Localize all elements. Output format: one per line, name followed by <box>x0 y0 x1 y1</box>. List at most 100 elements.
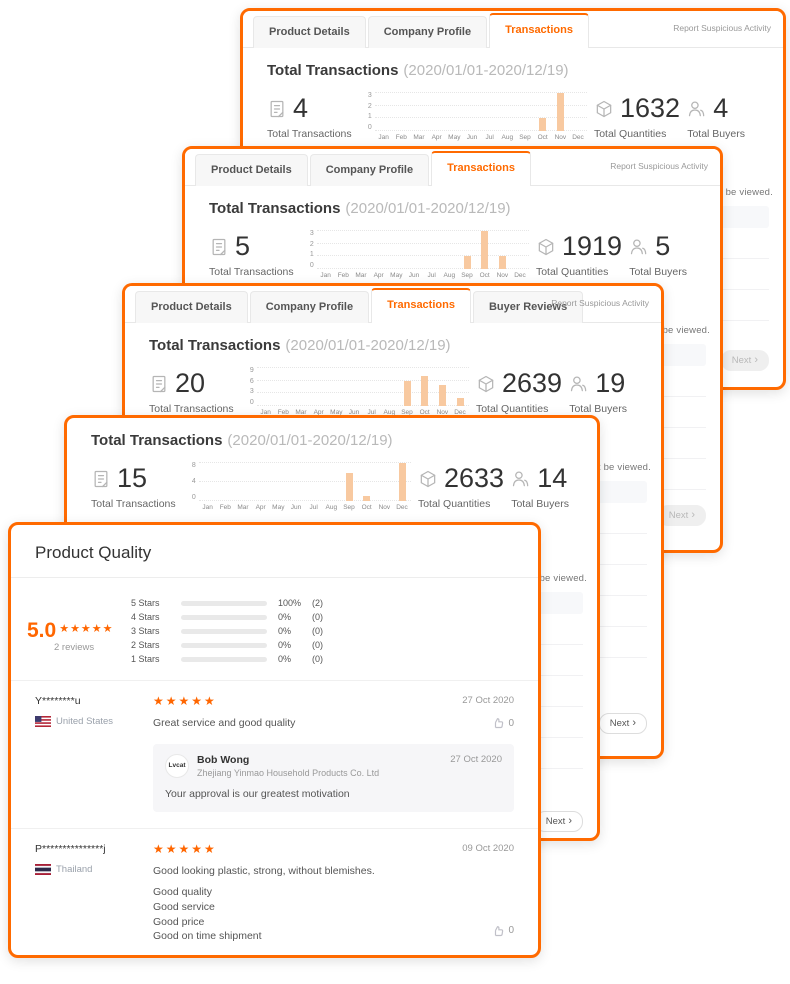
restricted-note: cannot be viewed. <box>507 573 587 584</box>
stat-total-buyers: 4 Total Buyers <box>687 92 745 140</box>
tab-product-details[interactable]: Product Details <box>135 291 248 323</box>
us-flag-icon <box>35 716 51 727</box>
month-label: Oct <box>419 409 430 416</box>
breakdown-row: 2 Stars 0% (0) <box>131 640 323 650</box>
next-button[interactable]: Next › <box>534 811 583 832</box>
reviewer-country: Thailand <box>56 863 93 875</box>
stat-total-buyers: 14 Total Buyers <box>511 462 569 510</box>
month-label: Oct <box>537 134 548 141</box>
breakdown-row: 1 Stars 0% (0) <box>131 654 323 664</box>
month-label: May <box>330 409 343 416</box>
month-label: May <box>448 134 461 141</box>
x-axis-months: Jan Feb Mar Apr May Jun Jul Aug Sep Oct Nov Dec <box>375 134 587 141</box>
like-button[interactable]: 0 <box>492 717 514 729</box>
monthly-bar-chart: 3 2 1 0 Jan Feb Mar Apr May Jun Jul Aug Sep Oct Nov Dec <box>359 92 587 141</box>
breakdown-row: 3 Stars 0% (0) <box>131 626 323 636</box>
reviewer-name: P***************j <box>35 842 106 855</box>
month-label: May <box>272 504 285 511</box>
next-button[interactable]: Next › <box>657 505 706 526</box>
month-label: Jun <box>466 134 478 141</box>
bar <box>398 463 406 501</box>
month-label: Jun <box>348 409 360 416</box>
month-label: Mar <box>237 504 249 511</box>
document-icon <box>212 238 226 255</box>
bar <box>481 231 489 269</box>
tab-product-details[interactable]: Product Details <box>195 154 308 186</box>
month-label: Apr <box>431 134 442 141</box>
tab-company-profile[interactable]: Company Profile <box>309 154 430 186</box>
stat-total-transactions: 5 Total Transactions <box>209 230 294 278</box>
seller-reply: 27 Oct 2020 Lvcat Bob Wong Zhejiang Yinm… <box>153 957 514 958</box>
tab-company-profile[interactable]: Company Profile <box>249 291 370 323</box>
review-item: Y********u United States ★★★★★ 27 Oct 20… <box>11 680 538 828</box>
month-label: Apr <box>373 272 384 279</box>
month-label: Jan <box>202 504 213 511</box>
report-suspicious-link[interactable]: Report Suspicious Activity <box>673 23 771 33</box>
restricted-note: cannot be viewed. <box>693 187 773 198</box>
report-suspicious-link[interactable]: Report Suspicious Activity <box>551 298 649 308</box>
bar <box>456 397 464 406</box>
document-icon <box>152 375 166 392</box>
stat-total-quantities: 1632 Total Quantities <box>593 92 681 140</box>
section-title: Total Transactions (2020/01/01-2020/12/19… <box>209 200 511 217</box>
breakdown-row: 5 Stars 100% (2) <box>131 598 323 608</box>
bar <box>403 380 411 406</box>
person-icon <box>631 238 647 254</box>
cube-icon <box>420 470 436 487</box>
next-button[interactable]: Next › <box>720 350 769 371</box>
product-quality-window: Product Quality 5.0 ★★★★★ 2 reviews 5 St… <box>8 522 541 958</box>
monthly-bar-chart: 8 4 0 Jan Feb Mar Apr May Jun Jul Aug Sep Oct Nov Dec <box>183 462 411 511</box>
cube-icon <box>478 375 494 392</box>
tab-bar: Product Details Company Profile Transact… <box>125 286 661 323</box>
stat-total-quantities: 1919 Total Quantities <box>535 230 623 278</box>
cube-icon <box>538 238 554 255</box>
thumbs-up-icon <box>495 925 504 936</box>
month-label: Jul <box>427 272 436 279</box>
tab-transactions[interactable]: Transactions <box>371 288 471 323</box>
section-title: Total Transactions (2020/01/01-2020/12/19… <box>91 432 393 449</box>
cube-icon <box>596 100 612 117</box>
section-title: Total Transactions (2020/01/01-2020/12/19… <box>149 337 451 354</box>
next-button[interactable]: Next › <box>598 713 647 734</box>
review-stars-icon: ★★★★★ <box>153 841 217 856</box>
like-button[interactable]: 0 <box>492 925 514 937</box>
bar <box>539 118 547 131</box>
tab-transactions[interactable]: Transactions <box>489 13 589 48</box>
seller-avatar: Lvcat <box>165 753 189 778</box>
month-label: Apr <box>313 409 324 416</box>
stats-row: 4 Total Transactions 3 2 1 0 Jan Feb Mar Apr May… <box>267 92 745 141</box>
thumbs-up-icon <box>495 718 504 729</box>
tab-product-details[interactable]: Product Details <box>253 16 366 48</box>
month-label: May <box>390 272 403 279</box>
stat-total-transactions: 15 Total Transactions <box>91 462 176 510</box>
x-axis-months: Jan Feb Mar Apr May Jun Jul Aug Sep Oct Nov Dec <box>257 409 469 416</box>
x-axis-months: Jan Feb Mar Apr May Jun Jul Aug Sep Oct Nov Dec <box>317 272 529 279</box>
month-label: Oct <box>361 504 372 511</box>
report-suspicious-link[interactable]: Report Suspicious Activity <box>610 161 708 171</box>
seller-name: Bob Wong <box>197 753 250 766</box>
product-quality-title: Product Quality <box>11 525 538 578</box>
x-axis-months: Jan Feb Mar Apr May Jun Jul Aug Sep Oct Nov Dec <box>199 504 411 511</box>
reviewer-country: United States <box>56 716 114 727</box>
reply-date: 27 Oct 2020 <box>450 753 502 765</box>
person-icon <box>689 100 705 116</box>
breakdown-row: 4 Stars 0% (0) <box>131 612 323 622</box>
stat-total-buyers: 19 Total Buyers <box>569 367 627 415</box>
monthly-bar-chart: 3 2 1 0 Jan Feb Mar Apr May Jun Jul Aug Sep Oct Nov Dec <box>301 230 529 279</box>
month-label: Dec <box>454 409 466 416</box>
month-label: Dec <box>572 134 584 141</box>
reviewer-name: Y********u <box>35 695 81 707</box>
month-label: Nov <box>436 409 449 416</box>
month-label: Feb <box>277 409 289 416</box>
month-label: Dec <box>514 272 526 279</box>
tab-buyer-reviews[interactable]: Buyer Reviews <box>472 291 584 323</box>
tab-company-profile[interactable]: Company Profile <box>367 16 488 48</box>
stat-total-transactions: 20 Total Transactions <box>149 367 234 415</box>
tab-transactions[interactable]: Transactions <box>431 151 531 186</box>
month-label: Aug <box>325 504 338 511</box>
seller-reply: 27 Oct 2020 Lvcat Bob Wong Zhejiang Yinm… <box>153 743 514 812</box>
section-title: Total Transactions (2020/01/01-2020/12/19… <box>267 62 569 79</box>
